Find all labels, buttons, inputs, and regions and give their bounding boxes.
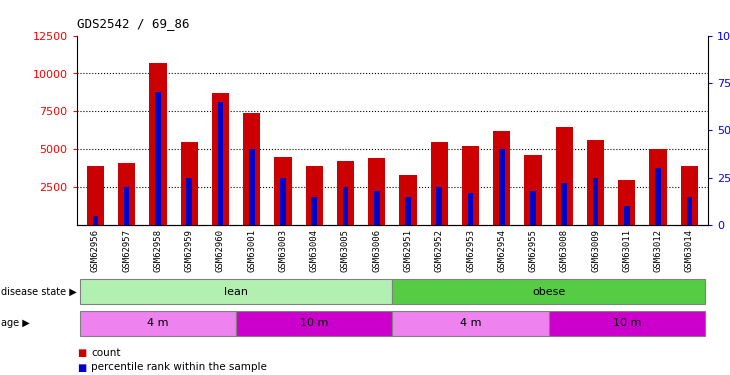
Bar — [212, 93, 229, 225]
Text: GSM62951: GSM62951 — [404, 229, 412, 272]
Bar — [393, 279, 705, 304]
Bar — [93, 216, 99, 225]
Bar — [337, 161, 354, 225]
Bar — [306, 166, 323, 225]
Bar — [437, 187, 442, 225]
Bar — [618, 180, 635, 225]
Bar — [624, 206, 630, 225]
Bar — [556, 126, 573, 225]
Bar — [587, 140, 604, 225]
Bar — [431, 142, 448, 225]
Bar — [312, 196, 317, 225]
Bar — [374, 191, 380, 225]
Bar — [561, 183, 567, 225]
Bar — [274, 157, 291, 225]
Bar — [87, 166, 104, 225]
Bar — [462, 146, 479, 225]
Bar — [249, 149, 255, 225]
Bar — [530, 191, 536, 225]
Text: GSM62960: GSM62960 — [216, 229, 225, 272]
Text: GSM63012: GSM63012 — [653, 229, 663, 272]
Bar — [593, 178, 599, 225]
Bar — [650, 149, 666, 225]
Text: lean: lean — [224, 286, 248, 297]
Text: GSM62955: GSM62955 — [529, 229, 537, 272]
Text: GSM63001: GSM63001 — [247, 229, 256, 272]
Text: GSM63006: GSM63006 — [372, 229, 381, 272]
Bar — [280, 178, 285, 225]
Text: GSM62954: GSM62954 — [497, 229, 507, 272]
Bar — [405, 196, 411, 225]
Text: percentile rank within the sample: percentile rank within the sample — [91, 363, 267, 372]
Text: GDS2542 / 69_86: GDS2542 / 69_86 — [77, 17, 189, 30]
Text: GSM62958: GSM62958 — [153, 229, 163, 272]
Bar — [681, 166, 698, 225]
Text: GSM62959: GSM62959 — [185, 229, 193, 272]
Text: disease state ▶: disease state ▶ — [1, 286, 77, 297]
Text: GSM62956: GSM62956 — [91, 229, 100, 272]
Bar — [468, 193, 473, 225]
Bar — [549, 311, 705, 336]
Bar — [180, 142, 198, 225]
Bar — [80, 279, 393, 304]
Text: 4 m: 4 m — [147, 318, 169, 328]
Text: GSM62957: GSM62957 — [122, 229, 131, 272]
Bar — [399, 175, 417, 225]
Bar — [499, 149, 504, 225]
Bar — [686, 196, 692, 225]
Bar — [218, 102, 223, 225]
Text: GSM63008: GSM63008 — [560, 229, 569, 272]
Bar — [118, 163, 135, 225]
Bar — [80, 311, 236, 336]
Bar — [368, 158, 385, 225]
Text: GSM63004: GSM63004 — [310, 229, 319, 272]
Bar — [236, 311, 393, 336]
Bar — [342, 187, 348, 225]
Bar — [493, 131, 510, 225]
Text: ■: ■ — [77, 363, 86, 372]
Bar — [124, 187, 129, 225]
Text: count: count — [91, 348, 120, 358]
Text: GSM63003: GSM63003 — [278, 229, 288, 272]
Text: GSM63009: GSM63009 — [591, 229, 600, 272]
Text: GSM63011: GSM63011 — [622, 229, 631, 272]
Text: 4 m: 4 m — [460, 318, 481, 328]
Bar — [656, 168, 661, 225]
Text: GSM62952: GSM62952 — [435, 229, 444, 272]
Text: ■: ■ — [77, 348, 86, 358]
Text: GSM63014: GSM63014 — [685, 229, 694, 272]
Bar — [524, 155, 542, 225]
Bar — [243, 113, 261, 225]
Bar — [155, 93, 161, 225]
Bar — [150, 63, 166, 225]
Text: GSM63005: GSM63005 — [341, 229, 350, 272]
Text: age ▶: age ▶ — [1, 318, 30, 328]
Text: obese: obese — [532, 286, 565, 297]
Text: GSM62953: GSM62953 — [466, 229, 475, 272]
Bar — [186, 178, 192, 225]
Text: 10 m: 10 m — [300, 318, 328, 328]
Text: 10 m: 10 m — [612, 318, 641, 328]
Bar — [393, 311, 549, 336]
